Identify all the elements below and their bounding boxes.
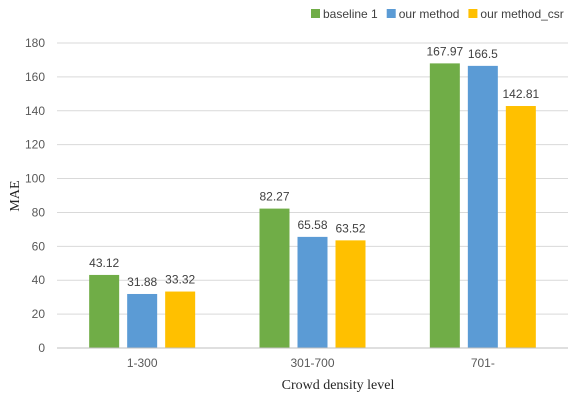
data-label: 33.32 [165,273,195,287]
legend-label: baseline 1 [323,7,378,21]
y-tick-label: 160 [25,70,45,84]
x-tick-label: 301-700 [290,356,334,370]
bar [467,65,498,348]
legend-swatch [468,9,478,18]
legend-label: our method_csr [480,7,563,21]
data-label: 65.58 [297,218,327,232]
y-tick-label: 120 [25,138,45,152]
bar [127,293,158,348]
bar [335,240,366,348]
bar [89,274,120,348]
legend-swatch [386,9,396,18]
data-label: 142.81 [502,87,539,101]
x-tick-label: 1-300 [127,356,158,370]
data-label: 31.88 [127,275,157,289]
data-label: 82.27 [259,190,289,204]
legend: baseline 1 our method our method_csr [311,7,564,21]
y-tick-label: 60 [32,239,46,253]
y-tick-label: 80 [32,205,46,219]
data-label: 167.97 [426,44,463,58]
x-tick-label: 701- [471,356,495,370]
y-tick-label: 0 [38,341,45,355]
legend-label: our method [399,7,460,21]
legend-swatch [311,9,320,18]
data-label: 43.12 [89,256,119,270]
data-label: 63.52 [335,221,365,235]
bar [165,291,196,348]
y-axis-ticks: 0 20 40 60 80 100 120 140 160 180 [25,36,45,355]
x-axis-ticks: 1-300 301-700 701- [127,356,495,370]
data-label: 166.5 [468,47,498,61]
y-tick-label: 20 [32,307,46,321]
bar [297,236,328,348]
y-tick-label: 180 [25,36,45,50]
y-tick-label: 40 [32,273,46,287]
bar [505,106,536,348]
gridlines [57,42,568,315]
y-tick-label: 140 [25,104,45,118]
y-tick-label: 100 [25,172,45,186]
data-labels: 43.12 31.88 33.32 82.27 65.58 63.52 167.97 166.… [89,44,539,289]
y-axis-label: MAE [8,180,23,211]
bar [259,208,290,348]
bars [89,63,536,349]
x-axis-label: Crowd density level [282,378,395,393]
bar [429,63,460,349]
